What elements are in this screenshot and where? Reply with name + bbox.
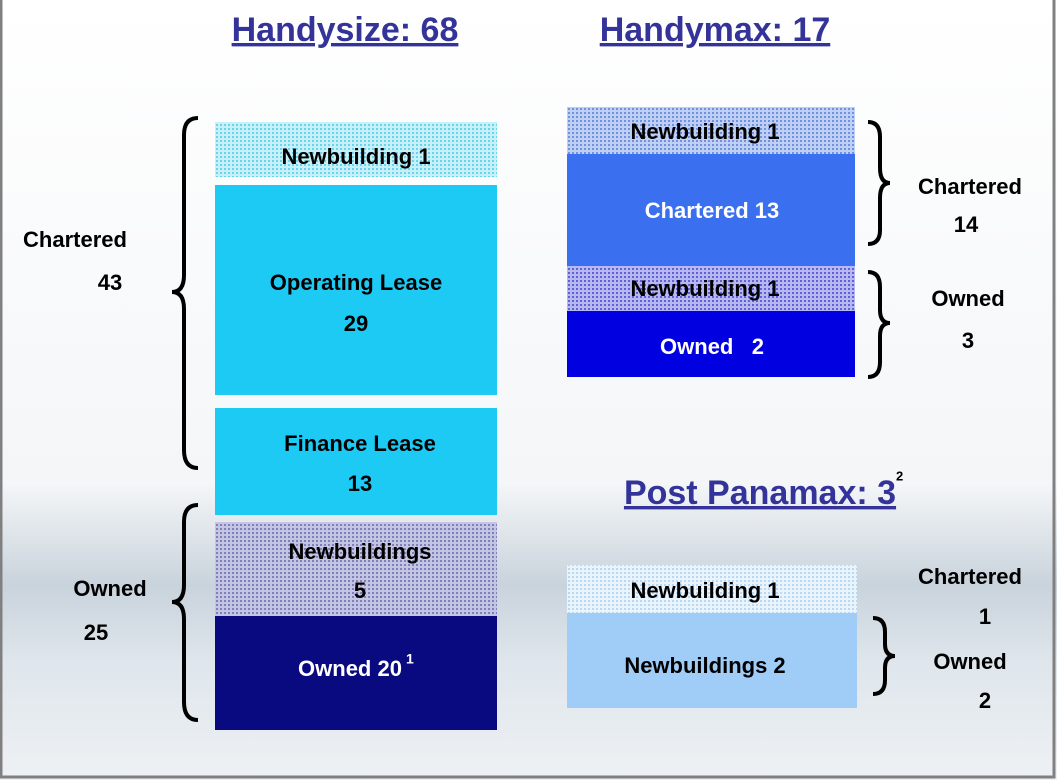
group-label: Owned bbox=[933, 649, 1006, 674]
superscript: 1 bbox=[406, 651, 414, 667]
box bbox=[215, 408, 497, 515]
group-value: 2 bbox=[979, 688, 991, 713]
group-label: Chartered bbox=[918, 174, 1022, 199]
box-label: Newbuilding 1 bbox=[630, 119, 779, 144]
brace bbox=[867, 120, 891, 246]
box-label: Newbuilding 1 bbox=[281, 144, 430, 169]
group-value: 3 bbox=[962, 328, 974, 353]
box bbox=[215, 616, 497, 730]
box-label: Owned 20 bbox=[298, 656, 402, 681]
group-label: Owned bbox=[73, 576, 146, 601]
group-value: 14 bbox=[954, 212, 979, 237]
group-label: Chartered bbox=[23, 227, 127, 252]
box bbox=[567, 107, 855, 154]
box-label: 5 bbox=[354, 578, 366, 603]
box bbox=[215, 185, 497, 395]
box-label: 13 bbox=[348, 471, 372, 496]
group-label: Owned bbox=[931, 286, 1004, 311]
box bbox=[567, 613, 857, 708]
title: Handysize: 68 bbox=[232, 11, 459, 49]
group-value: 1 bbox=[979, 604, 991, 629]
group-value: 43 bbox=[98, 270, 122, 295]
box bbox=[567, 565, 857, 613]
brace bbox=[872, 616, 896, 696]
title: Post Panamax: 3 bbox=[624, 474, 896, 512]
box-label: Operating Lease bbox=[270, 270, 442, 295]
box-label: Chartered 13 bbox=[645, 198, 780, 223]
box-label: Owned 2 bbox=[660, 334, 764, 359]
brace bbox=[171, 503, 199, 722]
brace bbox=[867, 270, 891, 379]
box-label: Newbuildings 2 bbox=[624, 653, 785, 678]
title: Handymax: 17 bbox=[600, 11, 831, 49]
box-label: 29 bbox=[344, 311, 368, 336]
box bbox=[215, 522, 497, 616]
box bbox=[567, 266, 855, 311]
box-label: Finance Lease bbox=[284, 431, 436, 456]
box bbox=[215, 122, 497, 177]
group-value: 25 bbox=[84, 620, 108, 645]
box-label: Newbuilding 1 bbox=[630, 578, 779, 603]
box bbox=[567, 154, 855, 266]
box-label: Newbuilding 1 bbox=[630, 276, 779, 301]
box-label: Newbuildings bbox=[289, 539, 432, 564]
superscript: 2 bbox=[896, 468, 903, 483]
group-label: Chartered bbox=[918, 564, 1022, 589]
brace bbox=[171, 116, 199, 470]
box bbox=[567, 311, 855, 377]
